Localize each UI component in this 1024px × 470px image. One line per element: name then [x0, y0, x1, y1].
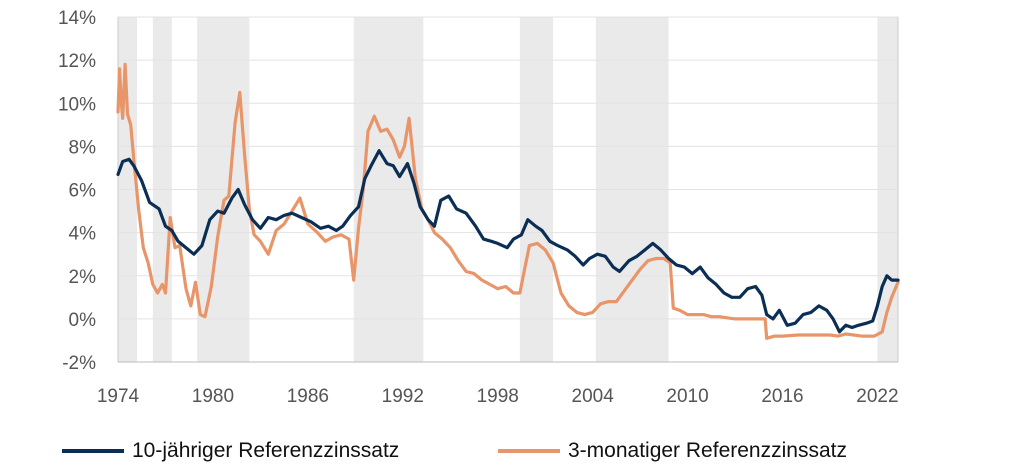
- gridlines: [118, 16, 898, 363]
- x-tick-labels: 1974 1980 1986 1992 1998 2004 2010 2016 2022: [97, 386, 899, 407]
- y-tick-label: 8%: [69, 137, 97, 158]
- legend-item-10y: 10-jähriger Referenzzinssatz: [62, 436, 399, 466]
- x-tick-label: 1998: [477, 386, 519, 407]
- legend-swatch-3m: [498, 449, 560, 453]
- x-tick-label: 1974: [97, 386, 140, 407]
- series-lines: [116, 62, 900, 340]
- y-tick-label: 0%: [69, 310, 97, 331]
- x-tick-label: 1980: [192, 386, 234, 407]
- y-tick-labels: 14% 12% 10% 8% 6% 4% 2% 0% -2%: [58, 8, 96, 374]
- legend-label-10y: 10-jähriger Referenzzinssatz: [132, 439, 400, 462]
- x-tick-label: 1986: [287, 386, 329, 407]
- y-tick-label: -2%: [62, 353, 96, 374]
- y-tick-label: 14%: [58, 8, 96, 29]
- x-tick-label: 2016: [761, 386, 803, 407]
- y-tick-label: 6%: [69, 181, 97, 202]
- x-tick-label: 2004: [572, 386, 615, 407]
- legend-swatch-10y: [62, 449, 124, 453]
- y-tick-label: 4%: [69, 224, 97, 245]
- legend-item-3m: 3-monatiger Referenzzinssatz: [498, 436, 847, 466]
- x-tick-label: 1992: [382, 386, 424, 407]
- y-tick-label: 2%: [69, 267, 97, 288]
- series-line-10y: [116, 149, 900, 334]
- line-chart: 14%12%10%8%6%4%2%0%-2% 1974 1980 1986 1992 1…: [58, 8, 900, 407]
- legend-label-3m: 3-monatiger Referenzzinssatz: [568, 439, 847, 462]
- x-tick-label: 2010: [666, 386, 708, 407]
- y-tick-label: 10%: [58, 94, 96, 115]
- x-tick-label: 2022: [856, 386, 898, 407]
- y-tick-label: 12%: [58, 51, 96, 72]
